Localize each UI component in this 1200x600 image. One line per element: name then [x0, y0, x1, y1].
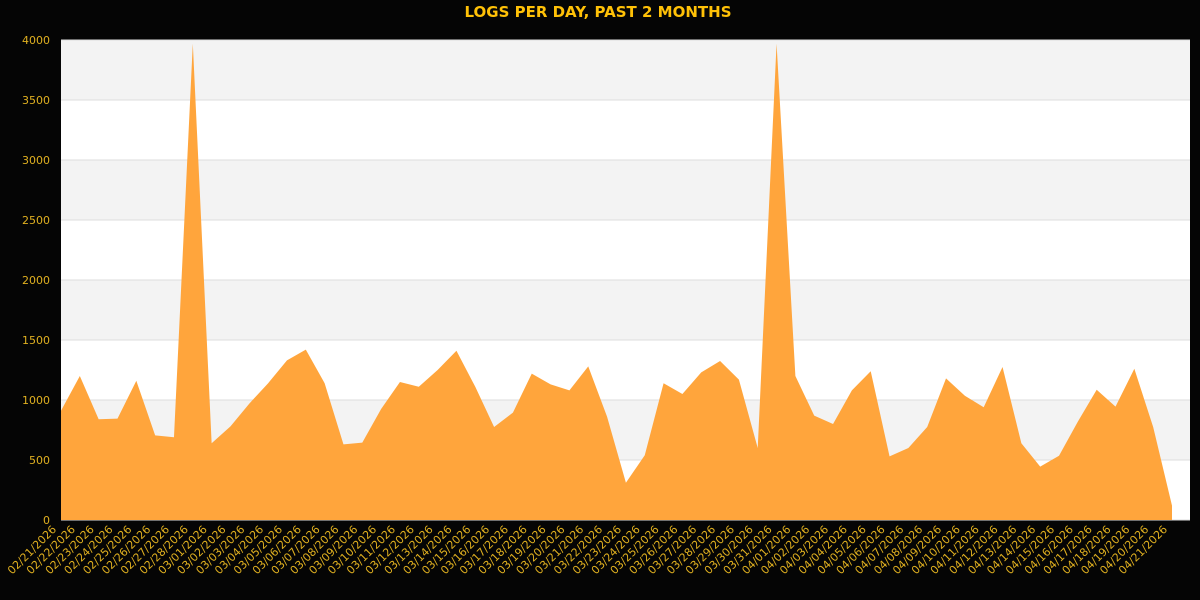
y-axis-ticks: 0 500 1000 1500 2000 2500 3000 3500 4000: [22, 34, 50, 527]
y-tick-label: 500: [29, 454, 50, 467]
y-tick-label: 1500: [22, 334, 50, 347]
chart-title: LOGS PER DAY, PAST 2 MONTHS: [464, 3, 731, 21]
y-tick-label: 4000: [22, 34, 50, 47]
y-tick-label: 2000: [22, 274, 50, 287]
y-tick-label: 2500: [22, 214, 50, 227]
x-axis-ticks: 02/21/202602/22/202602/23/202602/24/2026…: [5, 523, 1170, 577]
plot-band: [61, 100, 1190, 160]
plot-band: [61, 340, 1190, 400]
y-tick-label: 3000: [22, 154, 50, 167]
y-tick-label: 1000: [22, 394, 50, 407]
y-tick-label: 0: [43, 514, 50, 527]
plot-band: [61, 220, 1190, 280]
plot-band: [61, 40, 1190, 100]
plot-band: [61, 280, 1190, 340]
y-tick-label: 3500: [22, 94, 50, 107]
series-area: [61, 43, 1172, 520]
plot-band: [61, 160, 1190, 220]
